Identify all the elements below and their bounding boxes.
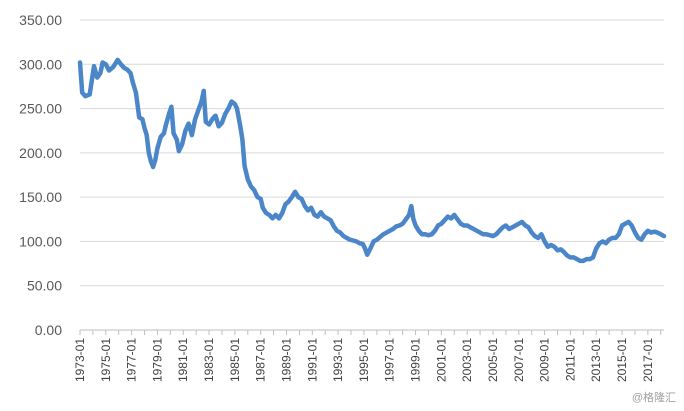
x-tick-label: 2003-01 xyxy=(460,338,474,382)
x-tick-label: 2017-01 xyxy=(641,338,655,382)
x-tick-label: 1989-01 xyxy=(279,338,293,382)
x-tick-label: 1983-01 xyxy=(202,338,216,382)
y-tick-label: 300.00 xyxy=(19,56,62,72)
x-tick-label: 2013-01 xyxy=(589,338,603,382)
x-axis-tick-marks xyxy=(79,330,662,335)
x-tick-label: 2005-01 xyxy=(486,338,500,382)
y-tick-label: 350.00 xyxy=(19,12,62,28)
series-line-0 xyxy=(77,57,667,264)
y-axis-tick-labels: 0.00 50.00 100.00 150.00 200.00 250.00 300.00 3… xyxy=(19,12,62,338)
y-tick-label: 150.00 xyxy=(19,189,62,205)
y-tick-label: 0.00 xyxy=(35,322,62,338)
x-tick-label: 1975-01 xyxy=(99,338,113,382)
x-axis-tick-labels: 1973-01 1975-01 1977-01 1979-01 1981-01 1983-… xyxy=(73,338,655,382)
watermark-text: @格隆汇 xyxy=(631,392,676,404)
x-tick-label: 1979-01 xyxy=(150,338,164,382)
y-tick-label: 100.00 xyxy=(19,233,62,249)
x-tick-label: 2001-01 xyxy=(434,338,448,382)
x-tick-label: 1999-01 xyxy=(409,338,423,382)
x-tick-label: 1977-01 xyxy=(125,338,139,382)
x-tick-label: 2007-01 xyxy=(512,338,526,382)
y-tick-label: 50.00 xyxy=(27,278,62,294)
x-tick-label: 2011-01 xyxy=(563,338,577,381)
x-tick-label: 1997-01 xyxy=(383,338,397,382)
x-tick-label: 1991-01 xyxy=(305,338,319,382)
y-tick-label: 250.00 xyxy=(19,101,62,117)
x-tick-label: 2015-01 xyxy=(615,338,629,382)
y-tick-label: 200.00 xyxy=(19,145,62,161)
x-tick-label: 1987-01 xyxy=(254,338,268,382)
x-tick-label: 2009-01 xyxy=(538,338,552,382)
x-tick-label: 1973-01 xyxy=(73,338,87,382)
series-group xyxy=(77,57,667,264)
x-tick-label: 1993-01 xyxy=(331,338,345,382)
x-tick-label: 1985-01 xyxy=(228,338,242,382)
x-tick-label: 1995-01 xyxy=(357,338,371,382)
gridlines xyxy=(80,19,664,287)
x-tick-label: 1981-01 xyxy=(176,338,190,382)
